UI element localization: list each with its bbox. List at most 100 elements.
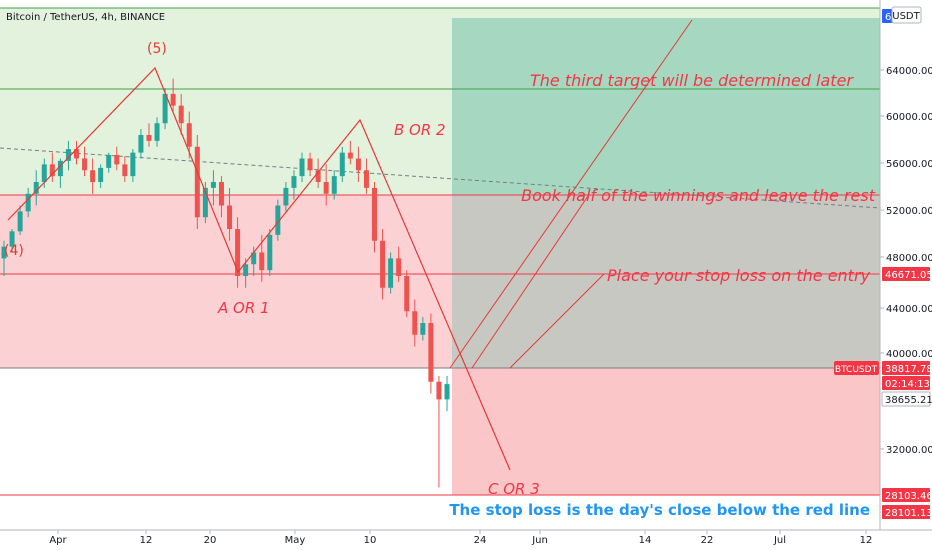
y-tick-label: 48000.00: [886, 253, 932, 264]
long-position-neutral: [452, 195, 880, 368]
candle-body: [428, 323, 434, 382]
candle-body: [355, 158, 361, 171]
candle-body: [339, 152, 345, 177]
candle-body: [404, 276, 410, 312]
x-ticks-group: Apr 12 20 May 10 24 Jun 14 22 Jul 12: [49, 530, 872, 546]
price-label-low-line: 28101.13: [885, 508, 932, 519]
candle-body: [235, 229, 241, 276]
candle-body: [372, 187, 378, 241]
candle-body: [291, 176, 297, 188]
wave-label-a1: A OR 1: [217, 299, 270, 317]
candle-body: [210, 182, 216, 188]
candle-body: [243, 264, 249, 276]
price-label-bg: [882, 488, 930, 502]
y-tick-label: 64000.00: [886, 66, 932, 77]
annotation-book-half: Book half of the winnings and leave the …: [521, 186, 876, 205]
candle-body: [420, 323, 426, 335]
candle-body: [194, 146, 200, 218]
candle-body: [331, 176, 337, 194]
x-tick-label: 20: [204, 535, 217, 546]
price-label-bg: [882, 376, 930, 390]
candle-body: [1, 246, 7, 259]
price-label-last: 38817.78: [885, 364, 932, 375]
x-tick-label: 12: [140, 535, 153, 546]
candle-body: [380, 240, 386, 288]
annotation-stop-close: The stop loss is the day's close below t…: [449, 501, 870, 519]
x-tick-label: 22: [701, 535, 714, 546]
wave-label-5: (5): [147, 41, 167, 57]
long-position-loss: [452, 368, 880, 495]
y-tick-label: 44000.00: [886, 304, 932, 315]
candle-body: [33, 182, 39, 194]
x-tick-label: 14: [639, 535, 652, 546]
candle-body: [347, 152, 353, 159]
symbol-label-bg: [834, 361, 879, 375]
candle-body: [251, 252, 257, 265]
price-label-bg: [881, 391, 931, 407]
candle-body: [17, 211, 23, 232]
candle-body: [154, 123, 160, 141]
candle-body: [275, 205, 281, 235]
long-position-profit: [452, 18, 880, 195]
candle-body: [114, 154, 120, 165]
candle-body: [307, 158, 313, 171]
candle-body: [82, 158, 88, 171]
price-axis-bg: [880, 0, 932, 530]
y-tick-label: 32000.00: [886, 445, 932, 456]
currency-badge-text: USDT: [892, 11, 920, 22]
target-ray-3: [449, 19, 693, 369]
y-tick-label: 60000.00: [886, 112, 932, 123]
candles-group: [1, 78, 450, 488]
candle-body: [363, 170, 369, 188]
candle-body: [106, 154, 112, 168]
price-label-stop-entry: 46671.05: [885, 270, 932, 281]
candle-body: [283, 187, 289, 206]
y-ticks-group: 64000.00 60000.00 56000.00 52000.00 48000.00…: [880, 66, 932, 456]
y-tick-label: 52000.00: [886, 206, 932, 217]
candle-body: [98, 167, 104, 182]
chart-title: Bitcoin / TetherUS, 4h, BINANCE: [6, 12, 165, 23]
candle-body: [323, 182, 329, 194]
candle-body: [65, 149, 71, 161]
wave-label-b2: B OR 2: [394, 121, 446, 139]
candle-body: [49, 164, 55, 177]
currency-badge[interactable]: [891, 6, 922, 24]
candle-body: [138, 135, 144, 153]
x-tick-label: Jul: [773, 535, 786, 546]
candle-body: [267, 234, 273, 271]
candle-body: [388, 258, 394, 288]
candle-body: [396, 258, 402, 276]
annotation-third-target: The third target will be determined late…: [530, 71, 854, 90]
x-tick-label: 10: [364, 535, 377, 546]
candle-body: [218, 182, 224, 206]
candle-body: [186, 123, 192, 147]
candle-body: [90, 170, 96, 182]
dashed-trend-line: [0, 147, 881, 209]
price-label-top: 6: [885, 12, 891, 23]
price-label-countdown: 02:14:13: [885, 379, 930, 390]
candle-body: [227, 205, 233, 229]
candle-body: [146, 135, 152, 141]
candle-body: [130, 152, 136, 177]
candle-body: [57, 160, 63, 177]
candle-body: [41, 164, 47, 182]
elliott-wave-line: [7, 66, 511, 471]
candle-body: [444, 384, 450, 400]
annotation-stop-entry: Place your stop loss on the entry: [607, 266, 871, 285]
candle-body: [436, 381, 442, 400]
candle-body: [178, 105, 184, 124]
price-labels-group: 6 46671.05 BTCUSDT 38817.78 02:14:13 38655.21…: [834, 9, 932, 519]
candle-body: [412, 311, 418, 335]
symbol-label: BTCUSDT: [835, 365, 878, 375]
price-label-red-line: 28103.46: [885, 491, 932, 502]
candle-body: [73, 149, 79, 159]
x-tick-label: 12: [860, 535, 873, 546]
price-label-bg: [882, 505, 930, 519]
x-tick-label: Jun: [531, 535, 548, 546]
candle-body: [170, 93, 176, 106]
y-tick-label: 40000.00: [886, 349, 932, 360]
price-label-cursor: 38655.21: [885, 395, 932, 406]
price-label-bg: [882, 361, 930, 375]
